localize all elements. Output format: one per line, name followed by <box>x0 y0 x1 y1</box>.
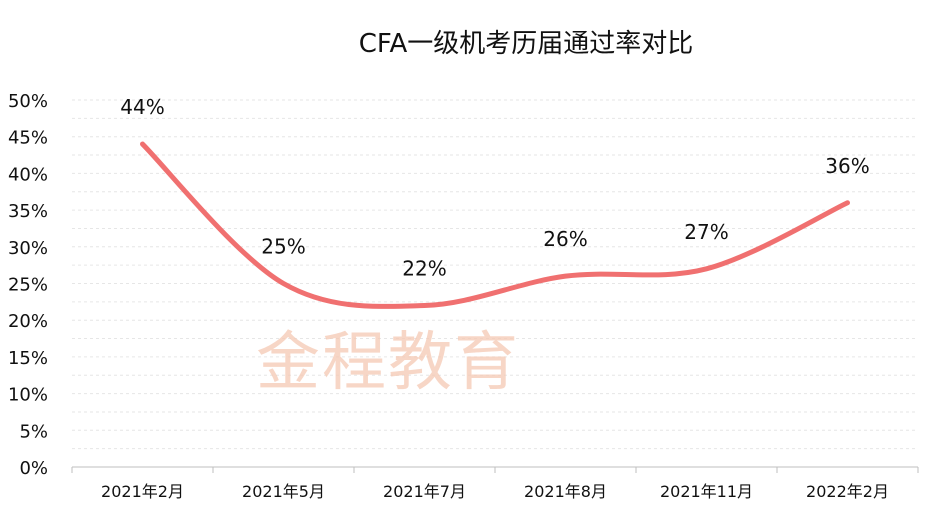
x-tick-label: 2021年11月 <box>660 482 753 501</box>
y-tick-label: 35% <box>8 201 48 222</box>
data-label: 26% <box>543 227 587 251</box>
data-label: 27% <box>684 220 728 244</box>
watermark: 金程教育 <box>256 326 520 400</box>
x-axis-ticks: 2021年2月 2021年5月 2021年7月 2021年8月 2021年11月 2022… <box>71 467 919 501</box>
series-line <box>140 141 850 309</box>
y-tick-label: 50% <box>8 91 48 112</box>
x-tick-label: 2022年2月 <box>806 482 889 501</box>
data-labels: 44% 25% 22% 26% 27% 36% <box>120 95 869 280</box>
data-label: 22% <box>402 257 446 281</box>
x-tick-label: 2021年5月 <box>242 482 325 501</box>
data-label: 36% <box>825 154 869 178</box>
y-tick-label: 45% <box>8 128 48 149</box>
y-tick-label: 0% <box>19 458 48 479</box>
y-tick-label: 25% <box>8 275 48 296</box>
y-tick-label: 40% <box>8 164 48 185</box>
data-label: 25% <box>261 235 305 259</box>
y-tick-label: 30% <box>8 238 48 259</box>
y-tick-label: 20% <box>8 311 48 332</box>
data-label: 44% <box>120 95 164 119</box>
y-tick-label: 10% <box>8 385 48 406</box>
chart-title: CFA一级机考历届通过率对比 <box>359 29 694 59</box>
y-axis-ticks: 0% 5% 10% 15% 20% 25% 30% 35% 40% 45% 50% <box>8 91 48 479</box>
x-tick-label: 2021年2月 <box>101 482 184 501</box>
x-tick-label: 2021年8月 <box>524 482 607 501</box>
x-tick-label: 2021年7月 <box>383 482 466 501</box>
y-tick-label: 15% <box>8 348 48 369</box>
gridlines <box>72 99 918 450</box>
y-tick-label: 5% <box>19 421 48 442</box>
